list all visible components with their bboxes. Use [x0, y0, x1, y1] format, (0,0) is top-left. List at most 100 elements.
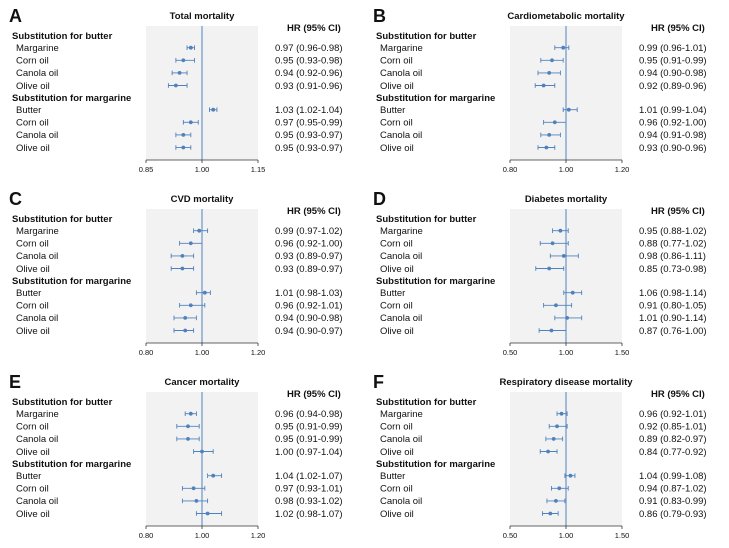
x-tick-label: 0.80: [139, 531, 154, 540]
row-label: Corn oil: [380, 118, 413, 129]
hr-value: 0.97 (0.93-1.01): [275, 484, 343, 495]
row-label: Corn oil: [16, 56, 49, 67]
hr-point: [173, 83, 178, 88]
hr-point: [566, 107, 571, 112]
forest-plot-svg: A Total mortality HR (95% CI) 0.85 1.00 1.15 S…: [9, 6, 343, 174]
x-tick-label: 0.50: [503, 531, 518, 540]
x-tick-label: 1.20: [251, 348, 266, 357]
hr-value: 0.96 (0.92-1.00): [275, 239, 343, 250]
row-label: Corn oil: [16, 239, 49, 250]
hr-point: [181, 133, 186, 137]
hr-point: [188, 45, 193, 50]
hr-value: 0.94 (0.90-0.97): [275, 326, 343, 337]
hr-value: 1.01 (0.90-1.14): [639, 313, 707, 324]
row-label: Canola oil: [380, 130, 422, 141]
row-label: Butter: [380, 471, 405, 482]
x-tick-label: 1.50: [615, 348, 630, 357]
hr-value: 1.03 (1.02-1.04): [275, 105, 343, 116]
row-label: Canola oil: [16, 130, 58, 141]
panel-b: B Cardiometabolic mortality HR (95% CI) 0.8…: [364, 0, 728, 182]
x-tick-label: 1.20: [251, 531, 266, 540]
forest-plot-svg: E Cancer mortality HR (95% CI) 0.80 1.00 1.20…: [9, 372, 343, 540]
hr-value: 0.94 (0.90-0.98): [275, 313, 343, 324]
hr-value: 0.94 (0.90-0.98): [639, 68, 707, 79]
hr-point: [186, 437, 190, 441]
panel-title: Total mortality: [170, 11, 235, 22]
row-label: Corn oil: [380, 422, 413, 433]
panel-title: Cardiometabolic mortality: [507, 11, 625, 22]
hr-value: 0.97 (0.96-0.98): [275, 43, 343, 54]
hr-point: [197, 228, 202, 233]
row-label: Olive oil: [16, 81, 50, 92]
panel-c: C CVD mortality HR (95% CI) 0.80 1.00 1.20 Sub…: [0, 183, 364, 365]
hr-point: [549, 328, 554, 333]
hr-point: [568, 473, 573, 478]
hr-value: 0.95 (0.93-0.98): [275, 56, 343, 67]
hr-value: 0.96 (0.94-0.98): [275, 409, 343, 420]
row-label: Butter: [380, 105, 405, 116]
x-tick-label: 1.00: [195, 348, 210, 357]
x-tick-label: 1.00: [559, 348, 574, 357]
hr-value: 0.94 (0.91-0.98): [639, 130, 707, 141]
row-label: Canola oil: [16, 434, 58, 445]
hr-point: [555, 424, 559, 429]
hr-value: 0.95 (0.88-1.02): [639, 226, 707, 237]
hr-value: 0.91 (0.80-1.05): [639, 301, 707, 312]
group-label: Substitution for margarine: [376, 276, 495, 287]
row-label: Corn oil: [16, 118, 49, 129]
row-label: Canola oil: [380, 434, 422, 445]
x-tick-label: 1.20: [615, 165, 630, 174]
hr-point: [554, 303, 558, 308]
hr-point: [541, 83, 546, 88]
row-label: Corn oil: [380, 484, 413, 495]
hr-point: [205, 511, 210, 516]
hr-value: 0.95 (0.93-0.97): [275, 130, 343, 141]
group-label: Substitution for butter: [376, 31, 477, 42]
x-tick-label: 0.80: [139, 348, 154, 357]
row-label: Canola oil: [380, 68, 422, 79]
hr-value: 0.99 (0.96-1.01): [639, 43, 707, 54]
x-tick-label: 1.15: [251, 165, 266, 174]
row-label: Canola oil: [380, 313, 422, 324]
hr-column-header: HR (95% CI): [287, 389, 341, 400]
row-label: Margarine: [380, 409, 423, 420]
hr-point: [181, 58, 186, 63]
row-label: Olive oil: [380, 447, 414, 458]
hr-point: [194, 499, 199, 503]
x-tick-label: 1.00: [195, 165, 210, 174]
hr-point: [559, 411, 564, 416]
x-tick-label: 0.85: [139, 165, 154, 174]
row-label: Margarine: [16, 226, 59, 237]
group-label: Substitution for butter: [12, 397, 113, 408]
hr-column-header: HR (95% CI): [651, 206, 705, 217]
x-tick-label: 1.00: [559, 165, 574, 174]
hr-point: [211, 107, 216, 112]
panel-letter: D: [373, 189, 386, 209]
row-label: Canola oil: [16, 496, 58, 507]
x-tick-label: 1.00: [195, 531, 210, 540]
hr-point: [550, 241, 555, 246]
hr-point: [183, 316, 188, 320]
hr-point: [200, 449, 204, 454]
hr-point: [557, 486, 562, 491]
row-label: Canola oil: [380, 251, 422, 262]
hr-point: [181, 145, 186, 150]
hr-value: 0.95 (0.91-0.99): [275, 434, 343, 445]
hr-value: 0.98 (0.86-1.11): [639, 251, 706, 262]
hr-value: 0.87 (0.76-1.00): [639, 326, 707, 337]
hr-value: 0.96 (0.92-1.00): [639, 118, 707, 129]
group-label: Substitution for margarine: [12, 276, 131, 287]
row-label: Canola oil: [16, 68, 58, 79]
row-label: Corn oil: [16, 422, 49, 433]
row-label: Margarine: [16, 43, 59, 54]
row-label: Margarine: [16, 409, 59, 420]
group-label: Substitution for butter: [12, 214, 113, 225]
hr-point: [570, 290, 575, 295]
hr-point: [188, 241, 193, 246]
panel-letter: E: [9, 372, 21, 392]
row-label: Canola oil: [380, 496, 422, 507]
panel-letter: F: [373, 372, 384, 392]
group-label: Substitution for butter: [376, 214, 477, 225]
row-label: Corn oil: [16, 484, 49, 495]
